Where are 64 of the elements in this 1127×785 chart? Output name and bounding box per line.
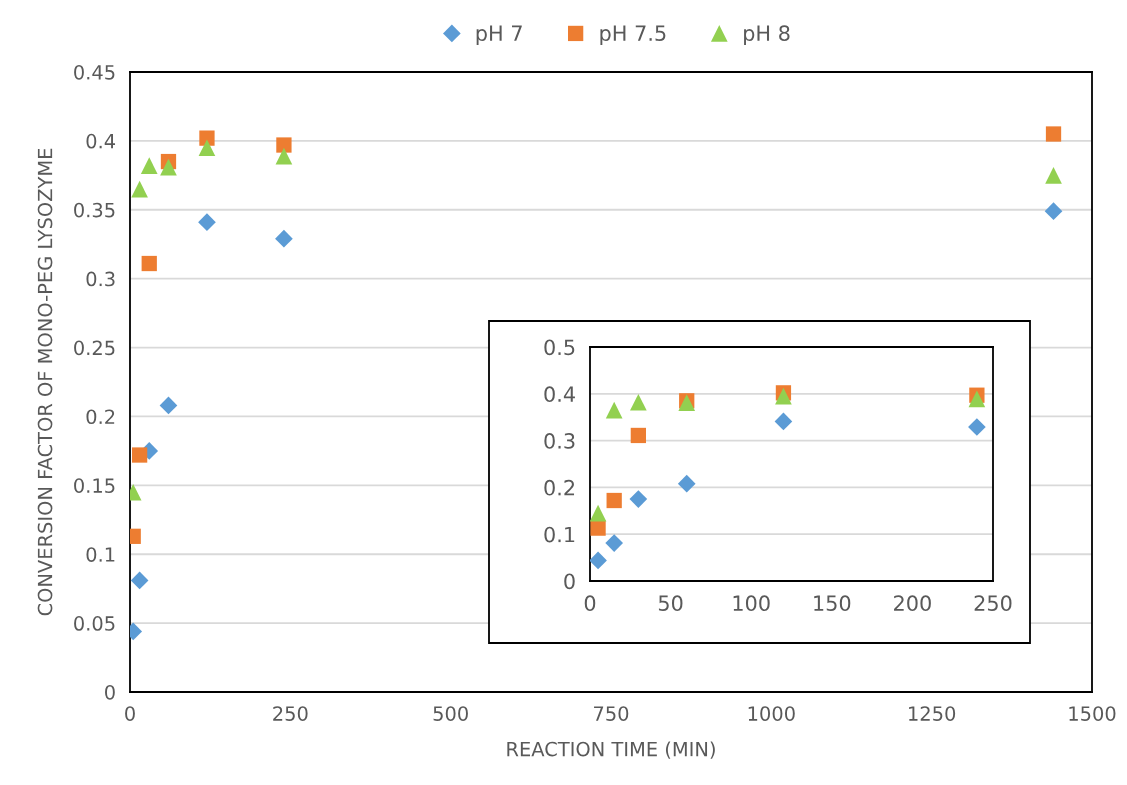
point: [590, 551, 607, 570]
y-tick-label: 0.35: [74, 202, 115, 218]
x-tick-label: 750: [594, 706, 629, 721]
x-tick-label: 0: [125, 706, 135, 721]
point: [1044, 202, 1063, 220]
point: [160, 158, 177, 176]
x-tick-label: 250: [273, 706, 308, 721]
y-axis-title: CONVERSION FACTOR OF MONO-PEG LYSOZYME: [37, 148, 53, 616]
point: [198, 139, 216, 157]
y-tick-label: 0.45: [74, 64, 115, 80]
x-tick-label: 1000: [748, 706, 795, 721]
x-tick-label: 1500: [1069, 706, 1116, 721]
point: [775, 387, 792, 405]
point: [605, 534, 624, 552]
y-tick-label: 0.05: [74, 616, 115, 631]
y-tick-label: 0.15: [74, 478, 115, 493]
y-tick-label: 0.2: [86, 409, 115, 425]
y-tick-label: 0.4: [544, 386, 575, 403]
legend-label: pH 7.5: [600, 25, 666, 46]
point: [199, 130, 215, 146]
point: [275, 147, 293, 165]
point: [630, 393, 647, 411]
point: [606, 492, 622, 509]
point: [629, 490, 648, 508]
point: [630, 427, 646, 444]
x-tick-label: 250: [974, 595, 1012, 612]
y-tick-label: 0.4: [86, 133, 116, 149]
point: [140, 157, 158, 175]
point: [275, 229, 293, 248]
y-tick-label: 0.1: [86, 547, 115, 562]
point: [968, 390, 986, 408]
x-tick-label: 0: [584, 595, 596, 612]
point: [131, 447, 148, 463]
x-tick-label: 50: [658, 595, 683, 612]
point: [141, 255, 157, 272]
y-tick-label: 0.2: [544, 479, 575, 496]
point: [774, 412, 793, 431]
x-axis-title: REACTION TIME (MIN): [507, 741, 715, 759]
point: [605, 401, 623, 419]
point: [276, 137, 292, 153]
x-tick-label: 150: [814, 595, 851, 612]
y-tick-label: 0.3: [86, 271, 115, 287]
point: [131, 180, 148, 198]
point: [677, 474, 696, 493]
point: [1045, 126, 1062, 142]
point: [590, 520, 606, 536]
point: [159, 396, 178, 415]
point: [130, 571, 149, 590]
point: [1045, 167, 1062, 184]
y-tick-label: 0: [564, 573, 575, 590]
point: [968, 418, 986, 436]
y-tick-label: 0: [105, 684, 115, 700]
point: [590, 504, 607, 522]
y-tick-label: 0.5: [544, 339, 575, 356]
point: [198, 213, 216, 232]
x-tick-label: 500: [433, 706, 468, 721]
y-tick-label: 0.1: [544, 526, 575, 543]
x-tick-label: 200: [894, 595, 931, 612]
y-tick-label: 0.25: [74, 340, 115, 356]
x-tick-label: 1250: [909, 706, 956, 721]
legend-label: pH 8: [744, 25, 790, 46]
x-tick-label: 100: [733, 595, 770, 612]
legend-label: pH 7: [476, 25, 522, 46]
y-tick-label: 0.3: [544, 433, 575, 449]
